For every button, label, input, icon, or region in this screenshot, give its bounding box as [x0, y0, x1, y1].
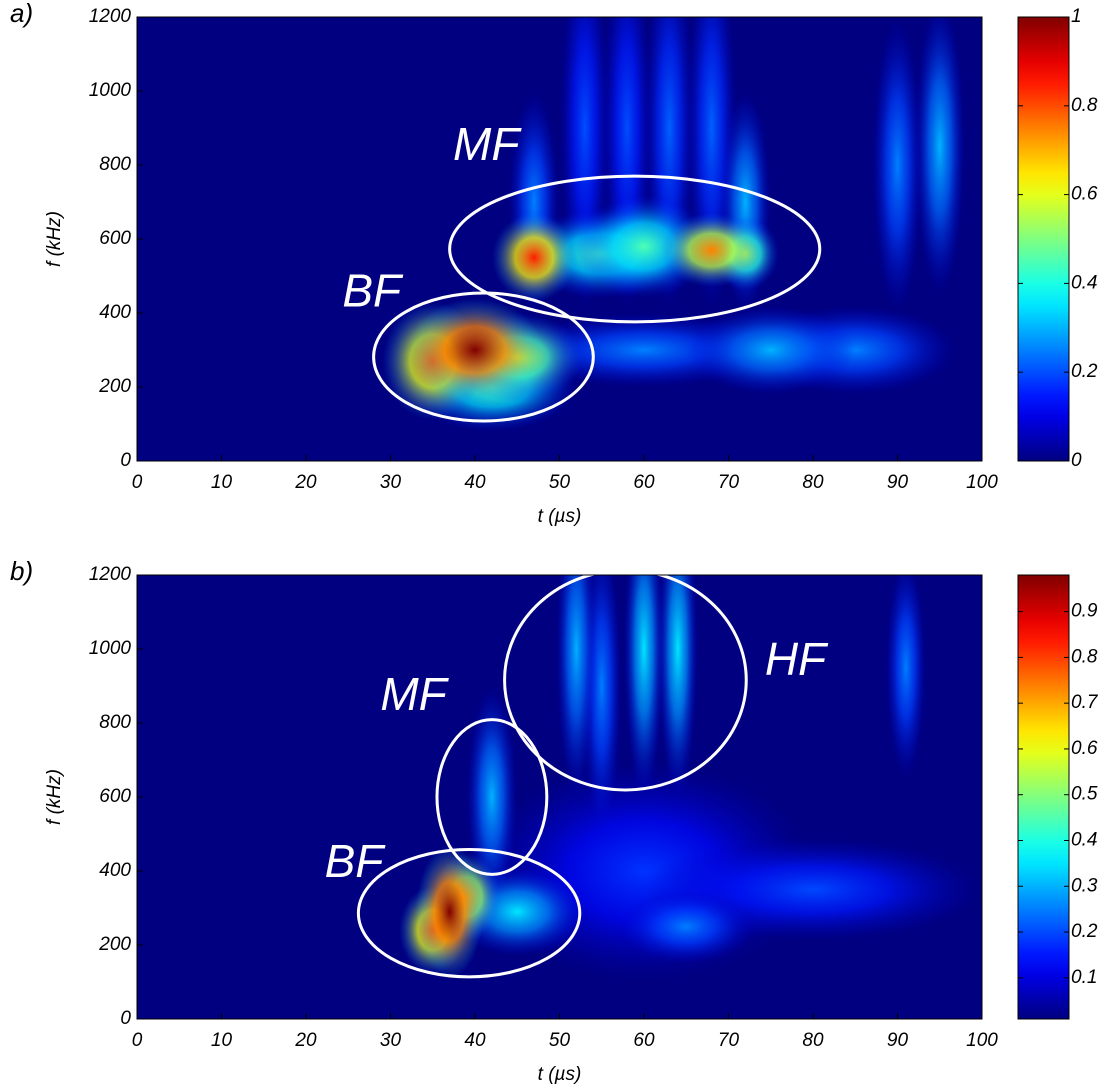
annotation-ellipse	[448, 174, 822, 324]
x-tick-label: 20	[294, 472, 317, 493]
x-tick-label: 30	[380, 472, 402, 493]
x-tick-label: 70	[718, 1030, 740, 1051]
colorbar-tick-label: 0.2	[1071, 361, 1098, 382]
hotspot	[415, 845, 484, 979]
colorbar-tick-label: 0.8	[1071, 95, 1098, 116]
y-tick-label: 1000	[89, 638, 132, 659]
x-axis-label: t (µs)	[538, 506, 582, 527]
x-tick-label: 10	[211, 472, 233, 493]
annotation-label: MF	[380, 668, 449, 720]
hotspot	[407, 298, 543, 402]
hotspot	[556, 575, 597, 797]
colorbar-tick-label: 0.3	[1071, 875, 1098, 896]
y-tick-label: 800	[99, 154, 131, 175]
hotspot	[914, 17, 966, 295]
x-tick-label: 80	[802, 1030, 824, 1051]
y-axis-label: f (kHz)	[44, 211, 65, 267]
colorbar-tick-label: 0.4	[1071, 830, 1097, 851]
x-tick-label: 90	[887, 1030, 909, 1051]
colorbar	[1017, 574, 1070, 1020]
y-tick-label: 0	[120, 1008, 131, 1029]
y-tick-label: 800	[99, 712, 131, 733]
x-tick-label: 20	[294, 1030, 317, 1051]
x-tick-label: 80	[802, 472, 824, 493]
x-tick-label: 90	[887, 472, 909, 493]
hotspot	[491, 213, 577, 302]
y-tick-label: 200	[98, 376, 131, 397]
colorbar-tick-label: 1	[1071, 6, 1082, 27]
y-tick-label: 0	[120, 450, 131, 471]
y-tick-label: 400	[99, 302, 131, 323]
hotspot	[872, 17, 923, 313]
x-tick-label: 70	[718, 472, 740, 493]
colorbar	[1017, 16, 1070, 462]
panel-label: a)	[10, 0, 33, 28]
x-axis-label: t (µs)	[538, 1064, 582, 1085]
y-tick-label: 600	[99, 786, 131, 807]
hotspot	[660, 213, 763, 288]
colorbar-tick-label: 0	[1071, 450, 1082, 471]
x-tick-label: 100	[966, 1030, 998, 1051]
colorbar-tick-label: 0.7	[1071, 692, 1099, 713]
y-tick-label: 1200	[89, 6, 132, 27]
colorbar-tick-label: 0.9	[1071, 601, 1098, 622]
x-tick-label: 60	[633, 472, 655, 493]
hotspot	[885, 575, 927, 779]
colorbar-tick-label: 0.6	[1071, 184, 1098, 205]
colorbar-tick-label: 0.8	[1071, 646, 1098, 667]
x-tick-label: 40	[464, 472, 486, 493]
x-tick-label: 0	[132, 1030, 143, 1051]
y-tick-label: 1200	[89, 564, 132, 585]
x-tick-label: 30	[380, 1030, 402, 1051]
x-tick-label: 40	[464, 1030, 486, 1051]
y-tick-label: 600	[99, 228, 131, 249]
y-tick-label: 1000	[89, 80, 132, 101]
hotspot	[686, 305, 856, 395]
colorbar-tick-label: 0.5	[1071, 784, 1098, 805]
colorbar-tick-label: 0.6	[1071, 738, 1098, 759]
hotspot	[623, 575, 665, 797]
annotation-ellipse	[503, 568, 748, 792]
annotation-ellipse	[435, 718, 549, 876]
annotation-label: BF	[342, 265, 404, 317]
x-tick-label: 10	[211, 1030, 233, 1051]
x-tick-label: 100	[966, 472, 998, 493]
x-tick-label: 0	[132, 472, 143, 493]
annotation-ellipse	[372, 291, 595, 423]
hotspot	[618, 889, 754, 964]
annotation-label: HF	[765, 633, 829, 685]
y-axis-label: f (kHz)	[44, 769, 65, 825]
annotation-ellipse	[356, 848, 582, 979]
x-tick-label: 50	[549, 472, 571, 493]
panel-label: b)	[10, 556, 33, 586]
annotation-label: BF	[325, 835, 387, 887]
heatmap	[137, 17, 982, 461]
colorbar-tick-label: 0.4	[1071, 272, 1097, 293]
colorbar-tick-label: 0.2	[1071, 921, 1098, 942]
colorbar-tick-label: 0.1	[1071, 967, 1097, 988]
y-tick-label: 400	[99, 860, 131, 881]
x-tick-label: 60	[633, 1030, 655, 1051]
y-tick-label: 200	[98, 934, 131, 955]
hotspot	[657, 575, 699, 797]
x-tick-label: 50	[549, 1030, 571, 1051]
annotation-label: MF	[453, 118, 522, 170]
heatmap	[137, 575, 982, 1019]
